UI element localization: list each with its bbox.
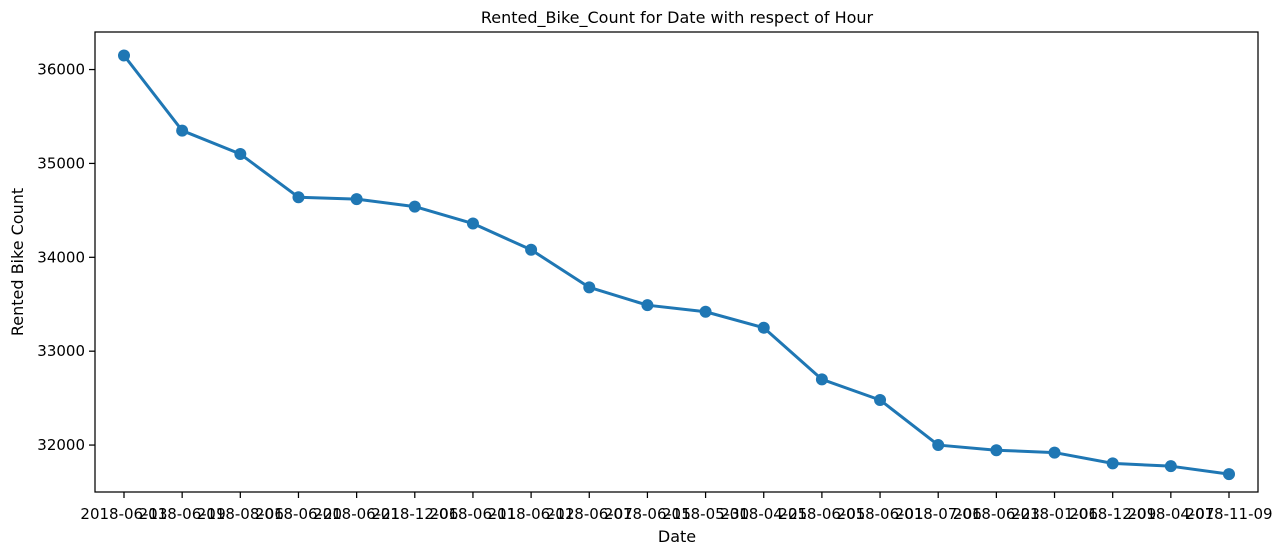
data-point [118, 49, 130, 62]
x-axis: 2018-06-132018-06-192018-08-062018-06-20… [80, 492, 1273, 523]
data-point [466, 217, 479, 230]
x-tick-label: 2018-06-23 [953, 505, 1040, 523]
x-tick-label: 2018-01-06 [1011, 505, 1098, 523]
x-tick-label: 2018-06-19 [139, 505, 226, 523]
data-point [932, 439, 945, 452]
x-tick-label: 2018-06-05 [778, 505, 865, 523]
data-point [874, 394, 887, 406]
y-tick-label: 36000 [37, 61, 85, 79]
data-point [1223, 468, 1235, 481]
data-point [1048, 446, 1061, 459]
data-point [757, 321, 770, 334]
x-tick-label: 2018-06-13 [80, 505, 167, 523]
x-tick-label: 2018-04-07 [1127, 505, 1214, 523]
chart-title: Rented_Bike_Count for Date with respect … [481, 8, 874, 28]
x-tick-label: 2018-06-11 [429, 505, 516, 523]
y-axis: 32000 33000 34000 35000 36000 [37, 61, 95, 454]
data-point [408, 200, 421, 213]
y-tick-label: 34000 [37, 248, 85, 266]
data-point [525, 243, 538, 256]
plot-area-frame [94, 31, 1259, 493]
x-tick-label: 2018-08-06 [197, 505, 284, 523]
x-tick-label: 2018-06-01 [836, 505, 923, 523]
x-axis-label: Date [658, 527, 696, 546]
data-point [176, 124, 189, 137]
data-point [815, 373, 828, 386]
y-axis-label: Rented Bike Count [8, 188, 27, 336]
x-tick-label: 2018-07-06 [895, 505, 982, 523]
x-tick-label: 2018-06-21 [313, 505, 400, 523]
y-tick-label: 35000 [37, 154, 85, 172]
data-point [1164, 460, 1177, 473]
x-tick-label: 2018-04-25 [720, 505, 807, 523]
y-tick-label: 33000 [37, 342, 85, 360]
y-tick-label: 32000 [37, 436, 85, 454]
x-tick-label: 2018-06-15 [604, 505, 691, 523]
data-point [990, 444, 1003, 457]
x-tick-label: 2018-06-07 [546, 505, 633, 523]
x-tick-label: 2018-06-20 [255, 505, 342, 523]
x-tick-label: 2018-12-09 [1069, 505, 1156, 523]
data-point [641, 299, 654, 312]
data-point [234, 148, 247, 161]
series-line [122, 54, 1230, 476]
data-point [292, 191, 305, 204]
x-tick-label: 2018-11-09 [1185, 505, 1272, 523]
data-point [1106, 457, 1119, 470]
x-tick-label: 2018-12-06 [371, 505, 458, 523]
x-tick-label: 2018-05-30 [662, 505, 749, 523]
data-series [118, 49, 1235, 481]
data-point [350, 193, 363, 206]
x-tick-label: 2018-06-12 [488, 505, 575, 523]
data-point [583, 281, 596, 294]
data-point [699, 305, 712, 318]
